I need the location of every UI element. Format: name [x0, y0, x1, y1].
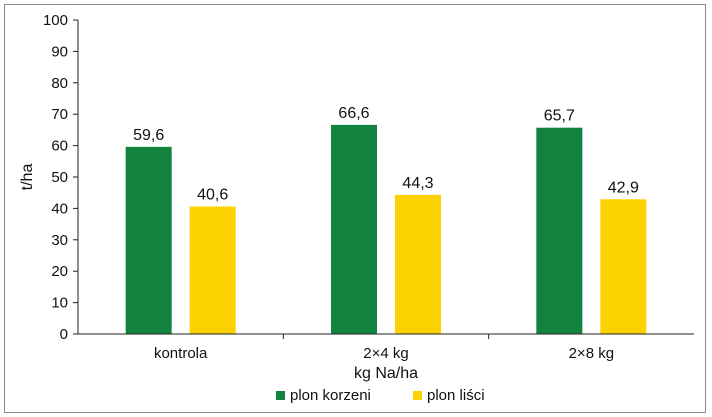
data-label: 44,3 — [402, 175, 433, 192]
y-tick-label: 10 — [51, 295, 68, 312]
y-tick-label: 70 — [51, 106, 68, 123]
x-axis-label: kg Na/ha — [354, 365, 418, 382]
y-tick-label: 40 — [51, 200, 68, 217]
bar — [331, 124, 377, 334]
data-label: 65,7 — [544, 108, 575, 125]
y-tick-label: 50 — [51, 169, 68, 186]
bar — [536, 127, 583, 335]
legend-swatch — [276, 391, 285, 400]
data-label: 40,6 — [197, 187, 228, 204]
y-tick-label: 20 — [51, 263, 68, 280]
bar — [125, 146, 172, 334]
x-tick-label: 2×8 kg — [569, 345, 614, 362]
bars: 59,6 40,6 66,6 44,3 65,7 42,9 — [125, 105, 647, 335]
legend-swatch — [413, 391, 422, 400]
legend-item: plon korzeni — [276, 387, 371, 404]
y-tick-label: 90 — [51, 43, 68, 60]
bar — [395, 194, 441, 334]
x-tick-label: 2×4 kg — [363, 345, 408, 362]
legend-item: plon liści — [413, 387, 485, 404]
bar — [189, 206, 236, 334]
y-tick-label: 80 — [51, 75, 68, 92]
y-axis: 0 10 20 30 40 50 60 70 80 90 100 — [43, 12, 79, 343]
legend-label: plon korzeni — [290, 387, 371, 404]
y-tick-label: 100 — [43, 12, 68, 29]
data-label: 66,6 — [338, 105, 369, 122]
data-label: 59,6 — [133, 127, 164, 144]
legend-label: plon liści — [427, 387, 485, 404]
bar — [600, 199, 647, 334]
x-tick-label: kontrola — [154, 345, 208, 362]
y-tick-label: 30 — [51, 232, 68, 249]
y-tick-label: 60 — [51, 138, 68, 155]
data-label: 42,9 — [608, 179, 639, 196]
legend: plon korzeni plon liści — [276, 387, 485, 404]
y-tick-label: 0 — [60, 326, 68, 343]
y-axis-label: t/ha — [19, 164, 36, 191]
x-axis: kontrola 2×4 kg 2×8 kg — [78, 333, 694, 362]
